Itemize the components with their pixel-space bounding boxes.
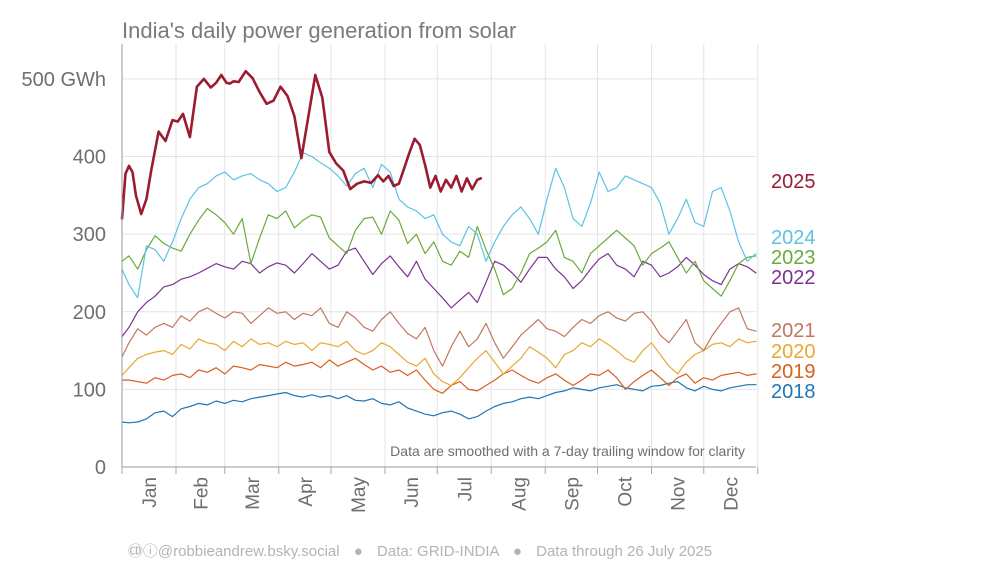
y-tick-label: 300: [73, 224, 106, 246]
series-line-2024: [121, 152, 757, 299]
footer: 🄭ⓘ@robbieandrew.bsky.social ● Data: GRID…: [0, 540, 840, 561]
smoothing-annotation: Data are smoothed with a 7-day trailing …: [390, 443, 745, 459]
legend-label-2025: 2025: [771, 171, 816, 193]
x-tick-label: Apr: [296, 476, 317, 506]
x-tick-label: Mar: [243, 476, 264, 509]
x-tick-label: May: [349, 477, 370, 513]
x-tick-label: Feb: [191, 477, 212, 510]
series-line-2020: [121, 338, 757, 387]
series-line-2018: [121, 381, 757, 424]
footer-source: Data: GRID-INDIA: [377, 543, 499, 560]
footer-credit: 🄭ⓘ@robbieandrew.bsky.social: [127, 543, 340, 560]
solar-generation-chart: 0 100 200 300 400 500 GWh Jan Feb Mar Apr May Jun Ju…: [22, 44, 816, 513]
x-tick-label: Nov: [669, 477, 690, 511]
footer-data-through: Data through 26 July 2025: [536, 543, 713, 560]
x-tick-label: Jul: [455, 477, 476, 501]
x-tick-label: Jan: [140, 477, 161, 508]
series-line-2019: [121, 357, 757, 394]
x-tick-label: Dec: [722, 477, 743, 511]
y-tick-label: 400: [73, 147, 106, 169]
footer-separator-1: ●: [353, 543, 363, 560]
legend-label-2019: 2019: [771, 361, 816, 383]
y-tick-label: 0: [95, 457, 106, 479]
legend-label-2022: 2022: [771, 267, 816, 289]
series-line-2021: [121, 307, 757, 367]
x-tick-label: Jun: [402, 477, 423, 508]
legend-label-2018: 2018: [771, 381, 816, 403]
y-tick-label: 100: [73, 379, 106, 401]
legend-label-2024: 2024: [771, 227, 816, 249]
series-line-2023: [121, 207, 757, 297]
y-tick-label: 200: [73, 302, 106, 324]
legend-label-2020: 2020: [771, 341, 816, 363]
footer-separator-2: ●: [512, 543, 522, 560]
x-tick-label: Oct: [615, 476, 636, 506]
y-tick-label: 500 GWh: [22, 69, 106, 91]
x-tick-label: Aug: [509, 477, 530, 511]
series-line-2025: [120, 69, 483, 220]
x-tick-label: Sep: [562, 477, 583, 511]
legend-label-2023: 2023: [771, 247, 816, 269]
series-line-2022: [121, 247, 757, 338]
legend-label-2021: 2021: [771, 320, 816, 342]
chart-title: India's daily power generation from sola…: [122, 18, 517, 43]
